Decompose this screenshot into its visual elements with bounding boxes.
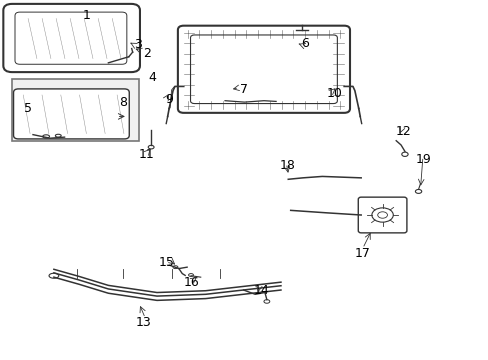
FancyBboxPatch shape <box>15 12 126 64</box>
Text: 1: 1 <box>82 9 90 22</box>
Text: 3: 3 <box>133 39 141 51</box>
Ellipse shape <box>415 189 421 193</box>
Text: 19: 19 <box>415 153 430 166</box>
Text: 14: 14 <box>253 284 269 297</box>
Text: 17: 17 <box>353 247 369 260</box>
Text: 16: 16 <box>184 276 200 289</box>
Text: 12: 12 <box>395 125 411 138</box>
Ellipse shape <box>148 145 154 149</box>
Text: 9: 9 <box>165 93 173 106</box>
FancyBboxPatch shape <box>358 197 406 233</box>
Text: 2: 2 <box>143 48 151 60</box>
Text: 10: 10 <box>326 87 342 100</box>
Ellipse shape <box>55 134 61 137</box>
FancyBboxPatch shape <box>14 89 129 139</box>
Ellipse shape <box>264 300 269 303</box>
Text: 8: 8 <box>119 96 127 109</box>
Text: 15: 15 <box>159 256 174 269</box>
Ellipse shape <box>188 274 193 276</box>
Text: 13: 13 <box>136 316 151 329</box>
Ellipse shape <box>371 208 392 222</box>
Ellipse shape <box>377 212 386 218</box>
Text: 5: 5 <box>24 102 32 115</box>
Text: 4: 4 <box>148 71 156 84</box>
Ellipse shape <box>49 273 59 278</box>
Bar <box>12 79 138 141</box>
FancyBboxPatch shape <box>190 35 337 104</box>
Text: 6: 6 <box>301 37 308 50</box>
FancyBboxPatch shape <box>178 26 349 113</box>
Text: 18: 18 <box>279 159 295 172</box>
Text: 11: 11 <box>138 148 154 162</box>
Ellipse shape <box>401 152 407 157</box>
FancyBboxPatch shape <box>3 4 140 72</box>
Ellipse shape <box>173 266 178 269</box>
Ellipse shape <box>42 135 49 138</box>
Text: 7: 7 <box>240 83 248 96</box>
